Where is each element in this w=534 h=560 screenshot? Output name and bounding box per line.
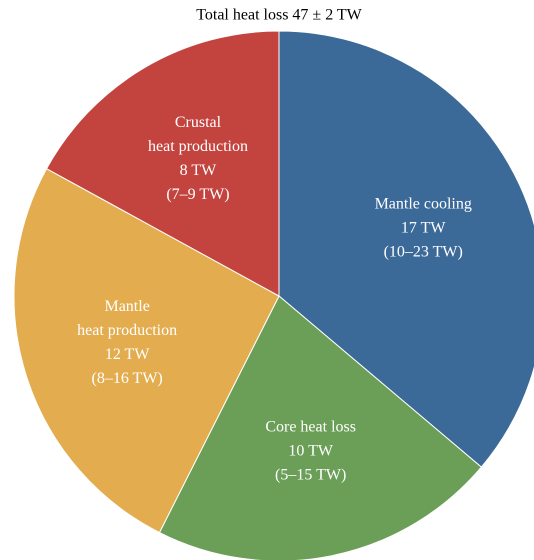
- slice-label: (10–23 TW): [384, 244, 463, 261]
- slice-label: Mantle cooling: [375, 196, 472, 213]
- pie-slice: [13, 167, 280, 534]
- slice-label: heat production: [148, 138, 248, 155]
- slice-label: (8–16 TW): [92, 370, 163, 387]
- slice-label: heat production: [77, 322, 177, 339]
- slice-label: Core heat loss: [265, 418, 356, 435]
- slice-label: 8 TW: [180, 162, 217, 179]
- pie-slice: [158, 295, 483, 560]
- slice-label: 17 TW: [401, 220, 446, 237]
- slice-label: 12 TW: [105, 346, 150, 363]
- slice-label: (7–9 TW): [166, 186, 229, 203]
- slice-label: (5–15 TW): [275, 466, 346, 483]
- pie-slice: [45, 30, 280, 297]
- chart-title: Total heat loss 47 ± 2 TW: [196, 7, 362, 24]
- slice-label: 10 TW: [288, 442, 333, 459]
- slice-label: Mantle: [104, 298, 149, 315]
- slice-label: Crustal: [175, 114, 222, 131]
- pie-slice: [278, 30, 534, 468]
